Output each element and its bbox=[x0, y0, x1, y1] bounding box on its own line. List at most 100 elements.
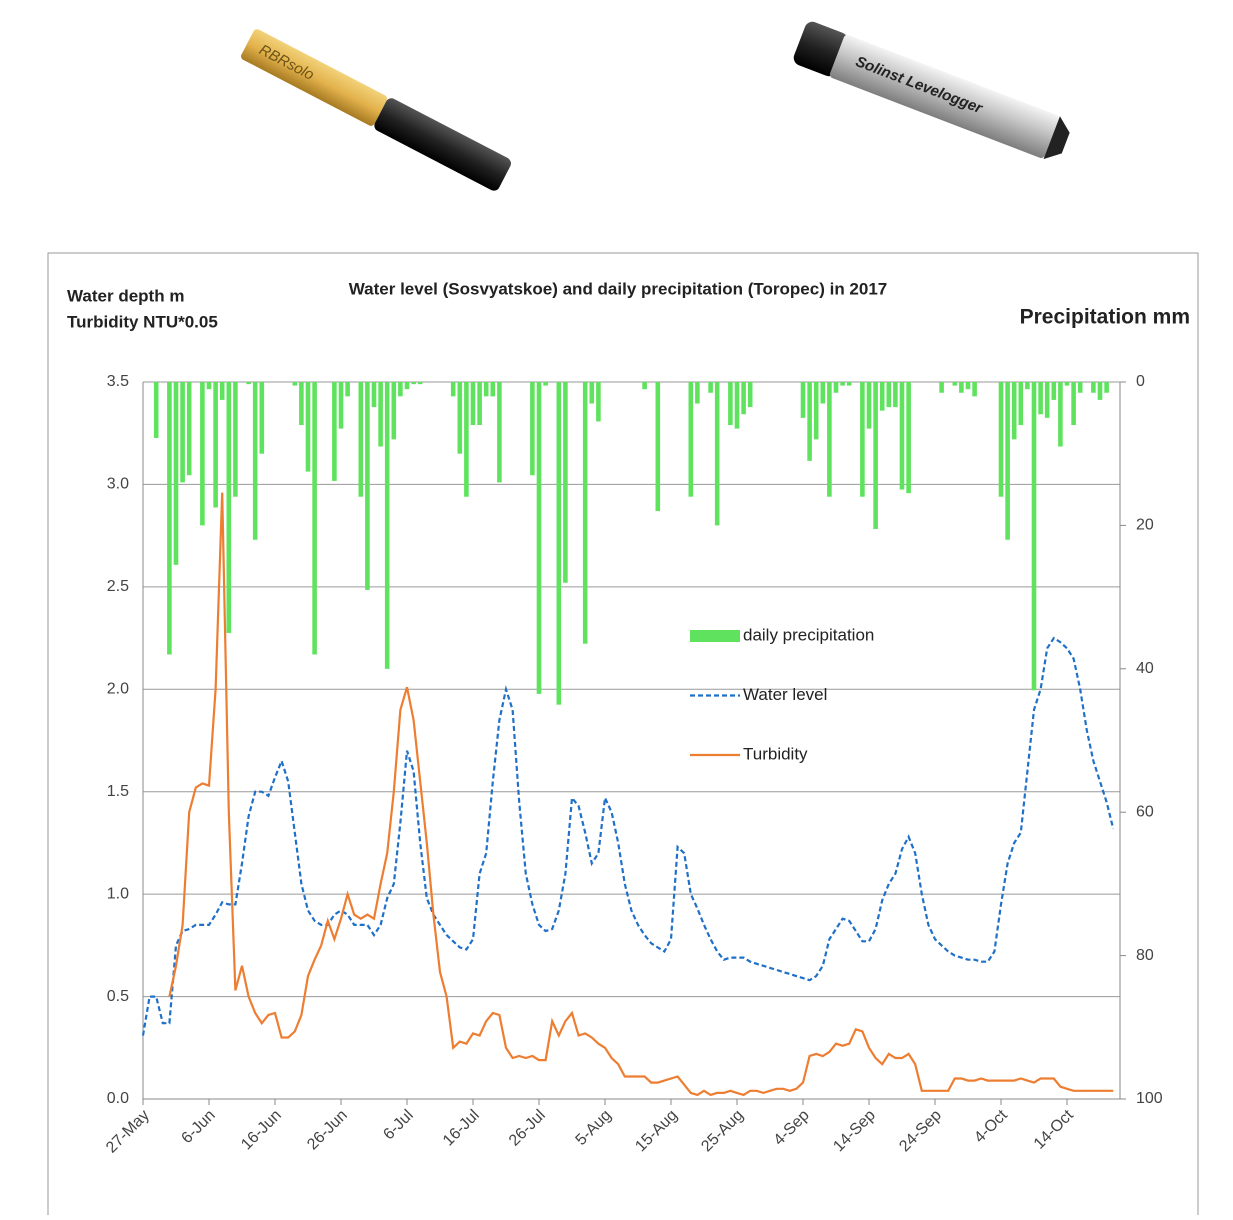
x-tick-label: 25-Aug bbox=[698, 1107, 747, 1156]
precipitation-bar bbox=[418, 382, 423, 384]
precipitation-bar bbox=[563, 382, 568, 583]
x-tick-label: 4-Oct bbox=[971, 1106, 1011, 1146]
precipitation-bar bbox=[821, 382, 826, 404]
x-tick-label: 5-Aug bbox=[573, 1107, 615, 1149]
x-tick-label: 15-Aug bbox=[632, 1107, 681, 1156]
precipitation-bar bbox=[953, 382, 958, 386]
precipitation-bar bbox=[312, 382, 317, 654]
precipitation-bar bbox=[735, 382, 740, 429]
x-tick-label: 26-Jul bbox=[506, 1107, 549, 1150]
precipitation-bar bbox=[1065, 382, 1070, 386]
precipitation-bar bbox=[339, 382, 344, 429]
x-tick-label: 16-Jul bbox=[440, 1107, 483, 1150]
precipitation-bar bbox=[220, 382, 225, 400]
precipitation-bar bbox=[656, 382, 661, 511]
y-tick-label: 0.5 bbox=[107, 988, 129, 1005]
precipitation-bar bbox=[207, 382, 212, 389]
precipitation-bar bbox=[1005, 382, 1010, 540]
precipitation-bar bbox=[174, 382, 179, 565]
precipitation-bar bbox=[260, 382, 265, 454]
precipitation-bar bbox=[200, 382, 205, 525]
precipitation-bar bbox=[491, 382, 496, 396]
precipitation-bar bbox=[398, 382, 403, 396]
y2-tick-label: 60 bbox=[1136, 803, 1154, 820]
precipitation-bar bbox=[1104, 382, 1109, 393]
precipitation-bar bbox=[1058, 382, 1063, 447]
precipitation-bar bbox=[345, 382, 350, 396]
precipitation-bar bbox=[253, 382, 258, 540]
x-tick-label: 4-Sep bbox=[771, 1107, 813, 1149]
precipitation-bar bbox=[847, 382, 852, 386]
y2-tick-label: 100 bbox=[1136, 1090, 1163, 1107]
precipitation-bar bbox=[642, 382, 647, 389]
precipitation-bar bbox=[385, 382, 390, 669]
legend-swatch bbox=[690, 630, 740, 642]
y-axis-title: Water depth m bbox=[67, 286, 184, 305]
series-line bbox=[143, 638, 1113, 1035]
precipitation-bar bbox=[1091, 382, 1096, 393]
precipitation-bar bbox=[299, 382, 304, 425]
rbr-device: RBRsolo bbox=[239, 27, 513, 193]
precipitation-bar bbox=[471, 382, 476, 425]
precipitation-bar bbox=[543, 382, 548, 386]
precipitation-bar bbox=[1078, 382, 1083, 393]
precipitation-bar bbox=[1025, 382, 1030, 389]
y-tick-label: 2.5 bbox=[107, 578, 129, 595]
precipitation-bar bbox=[906, 382, 911, 493]
legend-label: Water level bbox=[743, 685, 827, 704]
precipitation-bar bbox=[306, 382, 311, 472]
precipitation-bar bbox=[596, 382, 601, 421]
precipitation-bar bbox=[867, 382, 872, 429]
precipitation-bar bbox=[583, 382, 588, 644]
precipitation-bar bbox=[372, 382, 377, 407]
precipitation-bar bbox=[411, 382, 416, 384]
precipitation-bar bbox=[748, 382, 753, 407]
series-line bbox=[169, 493, 1113, 1095]
precipitation-bar bbox=[887, 382, 892, 407]
precipitation-bar bbox=[180, 382, 185, 482]
precipitation-bar bbox=[590, 382, 595, 404]
precipitation-bar bbox=[1071, 382, 1076, 425]
precipitation-bar bbox=[1012, 382, 1017, 439]
precipitation-bar bbox=[1019, 382, 1024, 425]
y-tick-label: 0.0 bbox=[107, 1090, 129, 1107]
precipitation-bar bbox=[834, 382, 839, 393]
y2-tick-label: 20 bbox=[1136, 517, 1154, 534]
chart: RBRsolo Solinst Levelogger Water level (… bbox=[0, 0, 1233, 1215]
precipitation-bar bbox=[939, 382, 944, 393]
chart-title: Water level (Sosvyatskoe) and daily prec… bbox=[349, 279, 888, 298]
precipitation-bar bbox=[814, 382, 819, 439]
x-tick-label: 14-Oct bbox=[1031, 1106, 1077, 1152]
solinst-device: Solinst Levelogger bbox=[791, 19, 1074, 164]
precipitation-bar bbox=[464, 382, 469, 497]
precipitation-bar bbox=[477, 382, 482, 425]
precipitation-bar bbox=[1098, 382, 1103, 400]
precipitation-bar bbox=[807, 382, 812, 461]
precipitation-bar bbox=[1038, 382, 1043, 414]
page: RBRsolo Solinst Levelogger Water level (… bbox=[0, 0, 1233, 1215]
x-tick-label: 16-Jun bbox=[238, 1107, 285, 1154]
precipitation-bar bbox=[167, 382, 172, 654]
precipitation-bar bbox=[451, 382, 456, 396]
precipitation-bar bbox=[689, 382, 694, 497]
y-tick-label: 3.0 bbox=[107, 476, 129, 493]
precipitation-bar bbox=[392, 382, 397, 439]
precipitation-bar bbox=[801, 382, 806, 418]
precipitation-bar bbox=[972, 382, 977, 396]
precipitation-bar bbox=[458, 382, 463, 454]
precipitation-bar bbox=[365, 382, 370, 590]
precipitation-bar bbox=[530, 382, 535, 475]
precipitation-bar bbox=[1032, 382, 1037, 690]
precipitation-bar bbox=[880, 382, 885, 411]
precipitation-bar bbox=[213, 382, 218, 507]
y-tick-label: 2.0 bbox=[107, 681, 129, 698]
y2-tick-label: 0 bbox=[1136, 373, 1145, 390]
precipitation-bar bbox=[900, 382, 905, 490]
precipitation-bar bbox=[187, 382, 192, 475]
precipitation-bar bbox=[728, 382, 733, 425]
precipitation-bar bbox=[840, 382, 845, 386]
precipitation-bar bbox=[959, 382, 964, 393]
precipitation-bar bbox=[873, 382, 878, 529]
precipitation-bar bbox=[893, 382, 898, 407]
precipitation-bar bbox=[359, 382, 364, 497]
